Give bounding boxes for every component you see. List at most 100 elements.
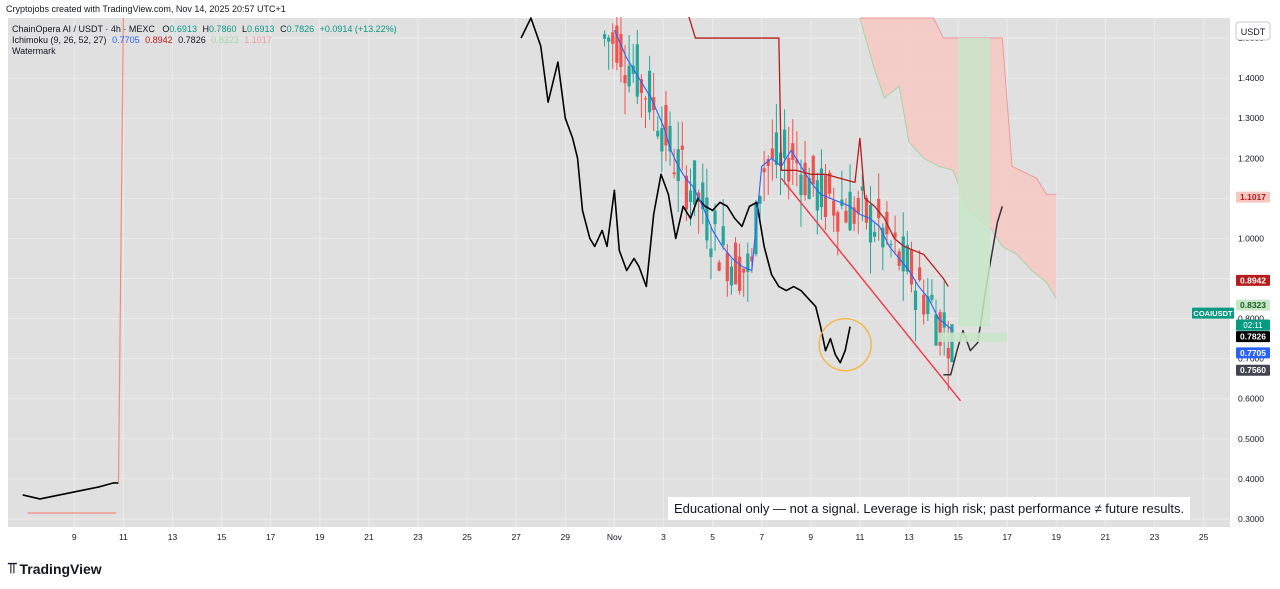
price-label: 0.7826 (1240, 332, 1266, 342)
candle-body (922, 294, 926, 315)
candle-body (635, 44, 639, 97)
candle-body (844, 210, 848, 223)
candle-body (627, 65, 631, 87)
ichimoku-value-lagging: 0.7826 (178, 35, 206, 45)
grid-vertical (73, 18, 1205, 527)
x-tick-label: 27 (511, 532, 521, 542)
candle-body (656, 130, 660, 137)
conversion-line-line (613, 29, 954, 332)
candle-body (766, 159, 770, 166)
y-tick-label: 0.7000 (1238, 354, 1264, 364)
lagging-span-line (22, 482, 119, 500)
currency-button[interactable]: USDT (1235, 21, 1271, 41)
watermark-label: Watermark (12, 46, 56, 56)
ohlc-key-close: C (280, 24, 287, 34)
plot-background (8, 18, 1230, 527)
candle-body (795, 159, 799, 164)
ohlc-value-close: 0.7826 (286, 24, 315, 34)
price-chart[interactable]: 1.50001.40001.30001.20001.10001.00000.90… (0, 17, 1280, 550)
base-line-line (688, 17, 949, 287)
candle-body (803, 162, 807, 196)
price-label-bg (1236, 331, 1270, 343)
x-tick-label: 5 (710, 532, 715, 542)
candle-body (647, 70, 652, 113)
disclaimer-banner: Educational only — not a signal. Leverag… (668, 497, 1191, 520)
ohlc-key-low: L (242, 24, 248, 34)
candle-body (856, 198, 860, 214)
candle-body (836, 212, 840, 232)
long-position-target-zone (958, 38, 990, 327)
x-tick-label: 29 (561, 532, 571, 542)
candle-body (864, 197, 869, 223)
candle-body (889, 244, 893, 246)
legend-watermark-row: Watermark (12, 46, 397, 57)
ohlc-change: +0.0914 (+13.22%) (319, 24, 397, 34)
ohlc-value-low: 0.6913 (247, 24, 275, 34)
candle-body (701, 182, 705, 210)
candle-body (930, 294, 934, 300)
price-label: 0.8942 (1240, 275, 1266, 285)
candle-body (746, 253, 750, 272)
countdown-label: 02:11 (1243, 321, 1263, 330)
ohlc-value-open: 0.6913 (169, 24, 197, 34)
candle-body (860, 186, 864, 191)
lagging-span-line (520, 17, 851, 364)
x-tick-label: 9 (808, 532, 813, 542)
ohlc-value-high: 0.7860 (208, 24, 237, 34)
candle-body (918, 267, 922, 281)
drawings (780, 38, 1008, 402)
x-tick-label: 23 (1150, 532, 1160, 542)
x-tick-label: 21 (364, 532, 374, 542)
candle-body (926, 296, 930, 315)
ichimoku-value-span-a: 0.8323 (211, 35, 239, 45)
y-tick-label: 0.4000 (1238, 474, 1264, 484)
candle-body (725, 252, 729, 282)
candle-body (819, 168, 824, 208)
y-tick-label: 1.0000 (1238, 233, 1264, 243)
candle-body (758, 196, 762, 204)
countdown-bg (1236, 319, 1270, 331)
candle-body (799, 174, 803, 196)
x-tick-label: 17 (266, 532, 276, 542)
candle-body (881, 227, 885, 248)
tradingview-logo-icon: ⫪ (8, 560, 17, 577)
price-projection-line (943, 206, 1003, 376)
x-tick-label: 25 (462, 532, 472, 542)
candle-body (832, 200, 836, 216)
legend: ChainOpera AI / USDT · 4h · MEXC O0.6913… (12, 24, 397, 57)
legend-ichimoku-row: Ichimoku (9, 26, 52, 27) 0.7705 0.8942 0… (12, 35, 397, 46)
highlight-circle (818, 317, 872, 372)
candle-body (782, 129, 787, 159)
x-tick-label: 3 (661, 532, 666, 542)
candle-body (877, 198, 881, 219)
footer: ⫪ TradingView (0, 550, 1280, 589)
tradingview-logo-text: TradingView (19, 560, 102, 577)
candle-body (893, 232, 897, 238)
candle-body (709, 248, 713, 257)
candle-body (811, 155, 815, 185)
candle-body (828, 172, 832, 194)
candle-body (664, 105, 668, 146)
ichimoku-label: Ichimoku (9, 26, 52, 27) (12, 35, 107, 45)
candle-body (942, 312, 946, 328)
y-tick-label: 1.2000 (1238, 153, 1264, 163)
x-tick-label: 13 (904, 532, 914, 542)
tradingview-logo[interactable]: ⫪ TradingView (8, 560, 102, 577)
legend-symbol-row: ChainOpera AI / USDT · 4h · MEXC O0.6913… (12, 24, 397, 35)
time-axis[interactable] (8, 527, 1230, 549)
x-tick-label: 21 (1101, 532, 1111, 542)
candle-body (615, 25, 619, 63)
candle-body (848, 191, 852, 231)
price-axis[interactable] (1230, 18, 1278, 527)
y-tick-label: 1.3000 (1238, 113, 1264, 123)
candle-body (815, 180, 819, 211)
candle-body (733, 242, 738, 285)
x-tick-label: 11 (119, 532, 128, 542)
x-tick-label: 19 (1052, 532, 1062, 542)
candle-body (791, 143, 795, 160)
candle-body-last (950, 324, 954, 363)
candle-body (774, 132, 779, 165)
ichimoku-value-base: 0.8942 (145, 35, 173, 45)
candle-body (938, 312, 942, 346)
candle-body (750, 256, 754, 262)
